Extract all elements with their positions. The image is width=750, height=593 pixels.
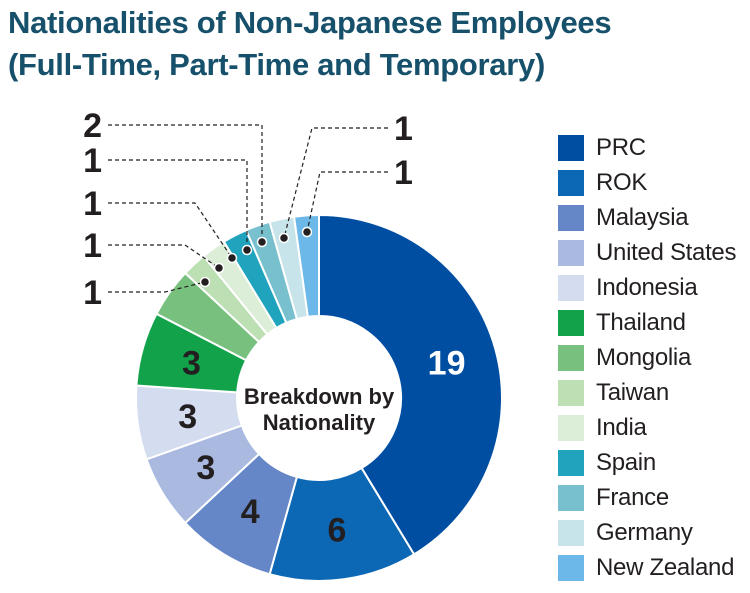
value-label-rok: 6: [328, 511, 347, 549]
legend-label: PRC: [596, 133, 646, 161]
legend-swatch: [558, 274, 584, 301]
leader-dot-mongolia: [256, 236, 268, 248]
legend-label: France: [596, 483, 669, 511]
value-label-thailand: 3: [182, 344, 201, 382]
legend-label: United States: [596, 238, 737, 266]
legend-swatch: [558, 239, 584, 266]
legend-item-spain: Spain: [558, 445, 736, 480]
leader-dot-germany: [278, 232, 290, 244]
leader-dot-spain: [213, 262, 225, 274]
slice-prc: [318, 213, 503, 556]
legend-label: ROK: [596, 168, 648, 196]
value-label-germany: 1: [394, 110, 413, 148]
value-label-indonesia: 3: [178, 398, 197, 436]
slice-new-zealand: [292, 213, 320, 318]
callout-leaders: [108, 124, 388, 293]
legend-label: Thailand: [596, 308, 686, 336]
legend-swatch: [558, 204, 584, 231]
leader-dot-france: [199, 276, 211, 288]
value-label-prc: 19: [428, 344, 466, 382]
legend-swatch: [558, 554, 584, 581]
legend-item-new-zealand: New Zealand: [558, 550, 736, 585]
legend-swatch: [558, 344, 584, 371]
legend-label: Indonesia: [596, 273, 698, 301]
chart-title-line-2: (Full-Time, Part-Time and Temporary): [8, 47, 545, 82]
legend-item-rok: ROK: [558, 165, 736, 200]
value-label-malaysia: 4: [241, 493, 260, 531]
legend-item-france: France: [558, 480, 736, 515]
legend-item-germany: Germany: [558, 515, 736, 550]
leader-dot-india: [226, 252, 238, 264]
leader-line-india: [108, 202, 233, 259]
legend-item-united-states: United States: [558, 235, 736, 270]
chart-title-line-1: Nationalities of Non-Japanese Employees: [8, 5, 612, 40]
legend-swatch: [558, 169, 584, 196]
legend-item-thailand: Thailand: [558, 305, 736, 340]
center-label-line-2: Nationality: [263, 410, 376, 435]
chart-legend: PRC ROK Malaysia United States Indonesia Thai…: [558, 130, 736, 585]
legend-label: Malaysia: [596, 203, 689, 231]
slice-rok: [268, 466, 416, 582]
value-label-india: 1: [83, 185, 102, 223]
legend-label: Spain: [596, 448, 656, 476]
legend-item-malaysia: Malaysia: [558, 200, 736, 235]
legend-item-prc: PRC: [558, 130, 736, 165]
legend-swatch: [558, 484, 584, 511]
value-label-france: 1: [83, 274, 102, 312]
value-label-mongolia: 2: [83, 107, 102, 145]
value-label-united-states: 3: [196, 449, 215, 487]
legend-swatch: [558, 309, 584, 336]
leader-line-taiwan: [108, 159, 248, 250]
legend-label: Taiwan: [596, 378, 669, 406]
legend-swatch: [558, 449, 584, 476]
leader-dot-new-zealand: [301, 226, 313, 238]
legend-swatch: [558, 134, 584, 161]
legend-swatch: [558, 519, 584, 546]
leader-dot-taiwan: [241, 244, 253, 256]
legend-swatch: [558, 414, 584, 441]
legend-swatch: [558, 379, 584, 406]
leader-line-new-zealand: [306, 171, 388, 233]
leader-line-france: [108, 281, 206, 293]
legend-item-india: India: [558, 410, 736, 445]
legend-item-indonesia: Indonesia: [558, 270, 736, 305]
value-label-new-zealand: 1: [394, 154, 413, 192]
value-label-taiwan: 1: [83, 142, 102, 180]
legend-label: New Zealand: [596, 553, 735, 581]
center-label-line-1: Breakdown by: [244, 384, 395, 409]
leader-line-spain: [108, 244, 220, 269]
legend-label: Germany: [596, 518, 693, 546]
legend-item-taiwan: Taiwan: [558, 375, 736, 410]
leader-line-mongolia: [108, 124, 263, 242]
legend-label: India: [596, 413, 647, 441]
donut-slices: [135, 213, 503, 582]
value-label-spain: 1: [83, 227, 102, 265]
chart-title: Nationalities of Non-Japanese Employees …: [8, 2, 612, 86]
legend-item-mongolia: Mongolia: [558, 340, 736, 375]
legend-label: Mongolia: [596, 343, 691, 371]
